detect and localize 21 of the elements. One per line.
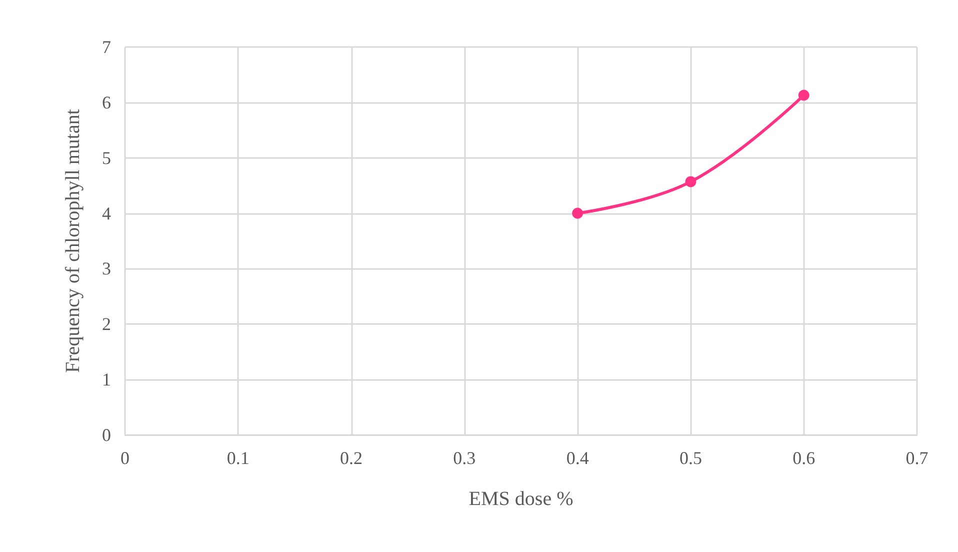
x-tick-label: 0.4 [566,448,589,468]
y-tick-label: 5 [102,148,111,168]
y-tick-label: 0 [102,425,111,445]
x-tick-label: 0 [120,448,130,468]
y-tick-label: 6 [102,92,111,112]
point [685,176,696,188]
y-tick-label: 3 [102,258,111,279]
point [798,90,810,101]
x-tick-label: 0.3 [453,448,476,468]
y-tick-label: 2 [102,314,111,334]
y-tick-label: 1 [102,370,111,390]
x-tick-label: 0.6 [792,448,816,468]
x-tick-label: 0.5 [679,448,702,468]
y-tick-label: 7 [102,37,111,57]
y-tick-label: 4 [102,203,111,224]
x-tick-label: 0.7 [906,448,928,468]
point [572,208,584,219]
x-axis-title: EMS dose % [468,488,574,510]
x-tick-label: 0.2 [340,448,363,468]
y-axis-title: Frequency of chlorophyll mutant [62,108,84,373]
x-tick-label: 0.1 [226,448,250,468]
